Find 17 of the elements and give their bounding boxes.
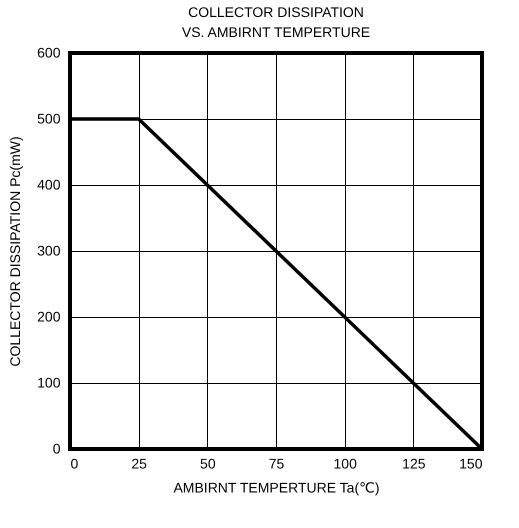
x-tick-label: 100 xyxy=(333,456,358,472)
x-tick-label: 75 xyxy=(268,456,284,472)
y-tick-label: 500 xyxy=(37,110,61,126)
x-axis-title: AMBIRNT TEMPERTURE Ta(℃) xyxy=(173,480,380,496)
y-tick-label: 200 xyxy=(37,308,61,324)
y-tick-label: 400 xyxy=(37,176,61,192)
x-tick-label: 150 xyxy=(459,456,483,472)
y-tick-label: 600 xyxy=(37,44,61,60)
y-tick-label: 0 xyxy=(52,440,61,456)
y-tick-label: 100 xyxy=(37,374,61,390)
x-tick-label: 0 xyxy=(70,456,78,472)
x-tick-label: 25 xyxy=(131,456,148,472)
chart-title: COLLECTOR DISSIPATION VS. AMBIRNT TEMPERTURE xyxy=(182,4,370,40)
y-tick-label: 300 xyxy=(37,242,61,258)
x-tick-label: 125 xyxy=(402,456,426,472)
x-tick-label: 50 xyxy=(200,456,216,472)
y-axis-title: COLLECTOR DISSIPATION Pc(mW) xyxy=(7,136,24,367)
